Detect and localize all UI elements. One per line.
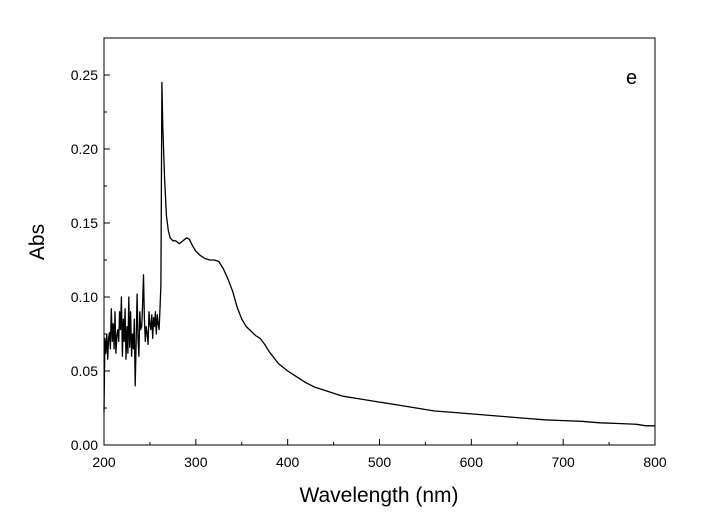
- panel-label: e: [626, 67, 637, 89]
- y-axis-ticks: [104, 37, 110, 446]
- x-tick-label: 300: [184, 454, 208, 470]
- y-tick-label: 0.00: [71, 437, 98, 453]
- y-axis-title: Abs: [26, 224, 49, 260]
- x-axis-ticks: [103, 439, 656, 445]
- x-axis-title: Wavelength (nm): [299, 484, 458, 507]
- y-tick-label: 0.10: [71, 289, 98, 305]
- plot-frame: [103, 37, 656, 446]
- y-axis-tick-labels: 0.00 0.05 0.10 0.15 0.20 0.25: [71, 67, 98, 453]
- y-tick-label: 0.05: [71, 363, 98, 379]
- y-tick-label: 0.15: [71, 215, 98, 231]
- x-tick-label: 400: [276, 454, 300, 470]
- x-tick-label: 600: [460, 454, 484, 470]
- absorbance-series-line: [103, 81, 655, 427]
- x-tick-label: 700: [551, 454, 575, 470]
- x-axis-tick-labels: 200 300 400 500 600 700 800: [92, 454, 667, 470]
- x-tick-label: 800: [643, 454, 667, 470]
- x-tick-label: 500: [368, 454, 392, 470]
- y-tick-label: 0.25: [71, 67, 98, 83]
- x-tick-label: 200: [92, 454, 116, 470]
- y-tick-label: 0.20: [71, 141, 98, 157]
